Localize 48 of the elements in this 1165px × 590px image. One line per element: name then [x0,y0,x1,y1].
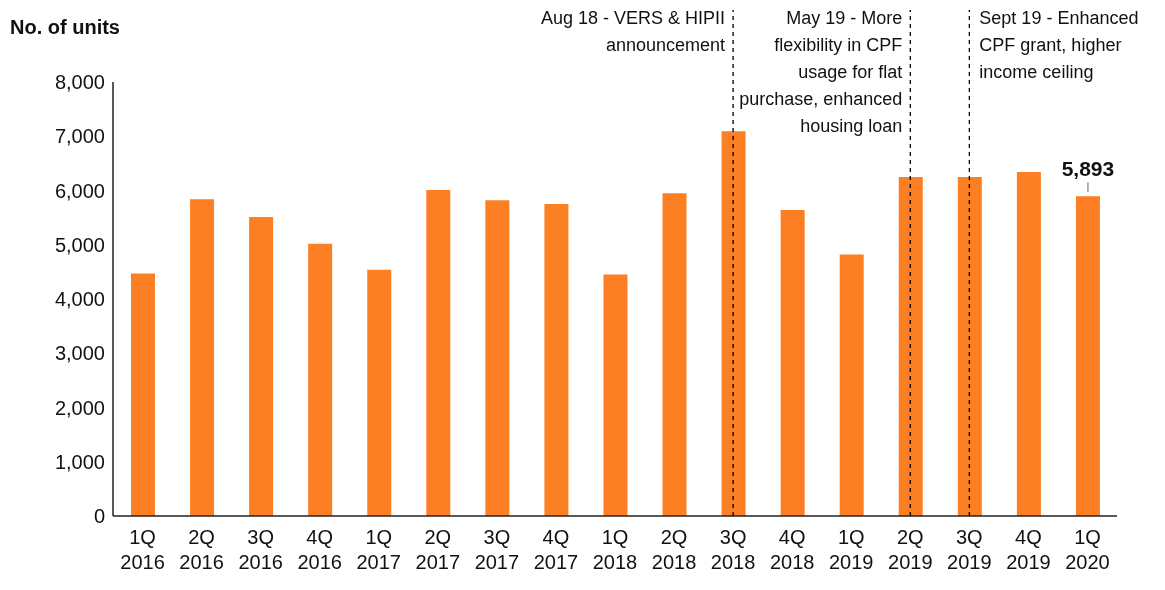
bar [1016,172,1041,516]
x-tick-label: 4Q 2016 [297,526,342,573]
x-tick-label: 1Q 2016 [120,526,165,573]
bar [662,193,687,516]
bar [603,274,628,516]
x-tick-label: 4Q 2017 [533,526,579,573]
y-tick-label: 5,000 [54,233,105,256]
y-tick-label: 0 [93,505,105,528]
data-label: 5,893 [1061,157,1115,181]
x-tick-label: 3Q 2016 [238,526,283,573]
y-axis-title: No. of units [10,16,120,39]
bar [190,199,215,516]
ref-line-label: May 19 - More flexibility in CPF usage for flat purchase, enhanced housing loan [739,8,903,136]
ref-line-label: Sept 19 - Enhanced CPF grant, higher income ceiling [979,8,1139,82]
y-tick-label: 8,000 [54,71,105,94]
x-tick-label: 2Q 2019 [888,526,933,573]
bar [249,217,274,516]
bar [1075,196,1100,516]
bar [131,273,155,516]
x-tick-label: 2Q 2017 [415,526,461,573]
y-tick-label: 1,000 [54,450,105,473]
bar [426,189,451,516]
y-tick-label: 7,000 [54,125,105,148]
x-tick-label: 3Q 2018 [710,526,756,573]
bar [898,176,923,516]
bar [544,204,569,516]
x-tick-label: 2Q 2018 [651,526,697,573]
y-tick-label: 2,000 [54,396,105,419]
x-tick-label: 2Q 2016 [179,526,224,573]
x-tick-label: 4Q 2018 [769,526,815,573]
bar [308,243,333,516]
x-tick-label: 3Q 2019 [947,526,992,573]
y-tick-label: 3,000 [54,342,105,365]
x-tick-label: 1Q 2019 [828,526,874,573]
ref-line-label: Aug 18 - VERS & HIPII announcement [541,8,726,55]
bar [839,254,864,516]
x-tick-label: 1Q 2017 [356,526,402,573]
bar [721,131,746,516]
x-tick-label: 1Q 2020 [1065,526,1110,573]
bar [485,200,510,516]
x-tick-label: 3Q 2017 [474,526,520,573]
x-tick-label: 1Q 2018 [592,526,638,573]
y-tick-label: 4,000 [54,288,105,311]
x-tick-label: 4Q 2019 [1006,526,1051,573]
y-tick-label: 6,000 [54,179,105,202]
bar [780,210,805,516]
bar [957,176,982,516]
bar [367,269,392,516]
